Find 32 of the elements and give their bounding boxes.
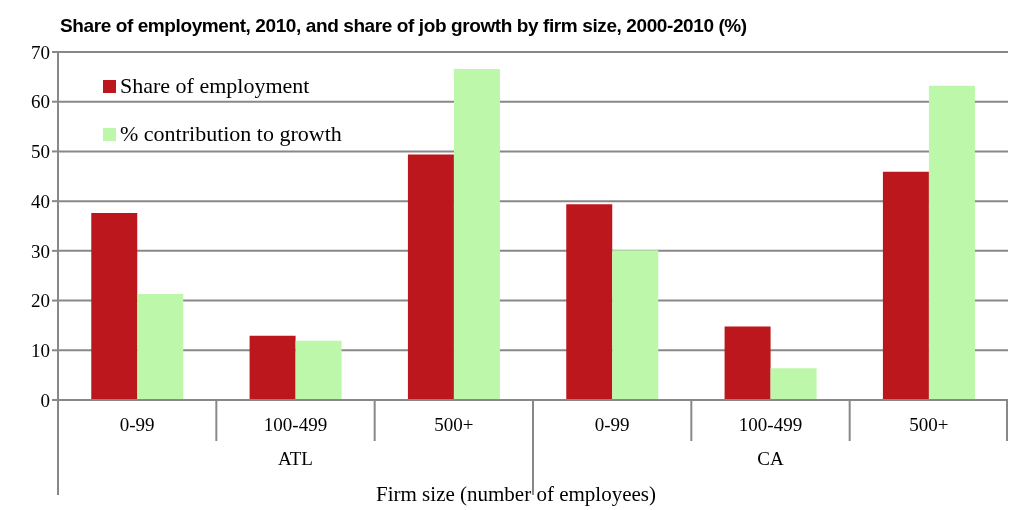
bar: [882, 171, 929, 400]
bar: [91, 213, 138, 400]
y-tick-label: 30: [31, 240, 50, 262]
bar: [612, 250, 659, 400]
y-tick-label: 70: [31, 41, 50, 63]
legend-label: Share of employment: [120, 73, 310, 99]
y-tick-label: 0: [40, 389, 50, 411]
x-tick-label: 500+: [434, 414, 474, 436]
y-tick-label: 20: [31, 290, 50, 312]
bar: [724, 326, 771, 400]
bar: [453, 68, 500, 400]
x-tick-label: 0-99: [594, 414, 630, 436]
text: CA: [756, 448, 785, 470]
bar: [566, 204, 613, 400]
x-tick-label: 500+: [909, 414, 949, 436]
x-tick-label: 100-499: [263, 414, 328, 436]
y-tick-label: 10: [31, 340, 50, 362]
bar: [295, 340, 342, 400]
y-tick-label: 50: [31, 141, 50, 163]
bar: [770, 368, 817, 400]
legend-label: % contribution to growth: [120, 121, 342, 147]
chart-title: Share of employment, 2010, and share of job growth by firm size, 2000-2010 (%): [60, 15, 747, 36]
x-axis-title: Firm size (number of employees): [375, 482, 657, 507]
x-tick-label: 0-99: [119, 414, 155, 436]
y-tick-label: 60: [31, 91, 50, 113]
bar: [407, 154, 454, 400]
bar: [928, 85, 975, 400]
bar: [137, 294, 184, 400]
y-tick-label: 40: [31, 190, 50, 212]
bar: [249, 335, 296, 400]
text: ATL: [277, 448, 314, 470]
x-tick-label: 100-499: [738, 414, 803, 436]
